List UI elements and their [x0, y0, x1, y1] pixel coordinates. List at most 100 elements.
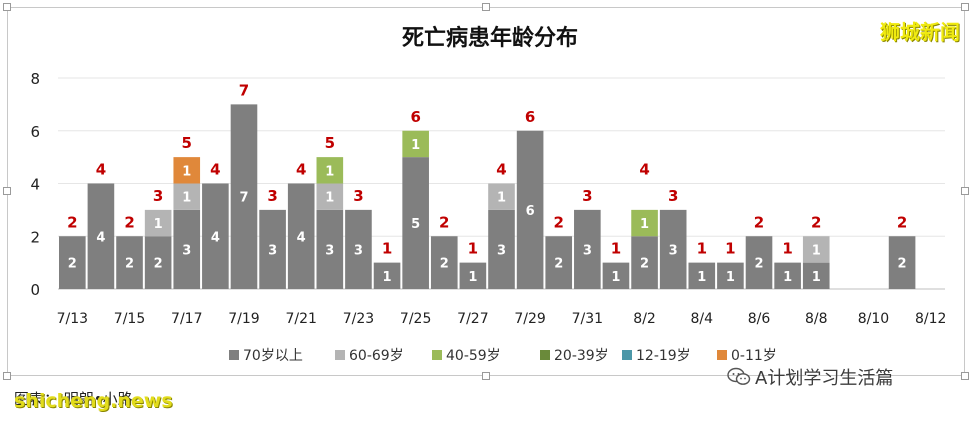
total-value-label: 1	[382, 240, 392, 258]
resize-handle-bottom[interactable]	[482, 372, 490, 380]
total-value-label: 6	[525, 108, 535, 126]
bar-segment	[774, 262, 801, 289]
bar-segment	[230, 104, 258, 289]
total-value-label: 3	[668, 187, 678, 205]
bar-segment	[316, 157, 344, 184]
legend-swatch	[229, 350, 239, 360]
resize-handle-top[interactable]	[482, 3, 490, 11]
bar-segment	[87, 183, 115, 289]
segment-value-label: 1	[726, 270, 735, 285]
segment-value-label: 4	[297, 230, 306, 245]
segment-value-label: 7	[239, 191, 248, 206]
segment-value-label: 1	[812, 270, 821, 285]
total-value-label: 1	[468, 240, 478, 258]
segment-value-label: 2	[68, 257, 77, 272]
brand-watermark: 狮城新闻	[880, 20, 960, 44]
bar-segment	[802, 236, 830, 263]
total-value-label: 2	[124, 213, 134, 231]
total-value-label: 4	[496, 161, 506, 179]
resize-handle-left[interactable]	[3, 187, 11, 195]
bar-segment	[202, 183, 229, 289]
bar-segment	[602, 262, 630, 289]
x-tick-label: 7/19	[228, 311, 259, 327]
segment-value-label: 2	[440, 257, 449, 272]
bar-segment	[631, 236, 658, 289]
resize-handle-bottom-right[interactable]	[961, 372, 969, 380]
bar-segment	[144, 209, 172, 237]
segment-value-label: 1	[325, 191, 334, 206]
x-tick-label: 7/23	[343, 311, 374, 327]
segment-value-label: 2	[640, 257, 649, 272]
x-tick-label: 7/15	[114, 311, 145, 327]
x-tick-label: 7/27	[457, 311, 488, 327]
segment-value-label: 2	[125, 257, 134, 272]
resize-handle-top-right[interactable]	[961, 3, 969, 11]
y-axis-ticks: 0 2 4 6 8	[30, 70, 40, 299]
bar-segment	[545, 236, 573, 289]
total-value-label: 5	[325, 134, 335, 152]
total-value-label: 1	[611, 240, 621, 258]
y-tick-label: 8	[30, 70, 40, 88]
legend-swatch	[717, 350, 727, 360]
total-value-label: 5	[182, 134, 192, 152]
y-tick-label: 2	[30, 228, 40, 246]
bar-segment	[173, 209, 201, 289]
resize-handle-right[interactable]	[961, 187, 969, 195]
bars	[59, 104, 916, 289]
wechat-icon	[727, 367, 751, 385]
segment-value-label: 1	[783, 270, 792, 285]
bar-segment	[459, 262, 487, 289]
x-tick-label: 8/2	[633, 311, 656, 327]
resize-handle-top-left[interactable]	[3, 3, 11, 11]
bar-segment	[488, 209, 515, 289]
bar-segment	[688, 262, 716, 289]
total-value-label: 1	[697, 240, 707, 258]
total-value-label: 4	[96, 161, 106, 179]
segment-value-label: 4	[211, 230, 220, 245]
legend-label: 60-69岁	[349, 348, 404, 364]
x-tick-label: 7/25	[400, 311, 431, 327]
segment-value-label: 3	[268, 243, 277, 258]
segment-value-label: 3	[497, 243, 506, 258]
total-value-label: 1	[725, 240, 735, 258]
segment-value-label: 2	[554, 257, 563, 272]
segment-value-label: 1	[812, 243, 821, 258]
segment-value-label: 3	[583, 243, 592, 258]
caption-text: 图表： 明朗•小路	[14, 390, 133, 408]
bar-segment	[316, 209, 344, 289]
bar-segment	[430, 236, 458, 289]
bar-segment	[574, 209, 601, 289]
segment-value-label: 1	[611, 270, 620, 285]
legend-label: 12-19岁	[636, 348, 691, 364]
total-value-label: 2	[897, 213, 907, 231]
total-value-label: 3	[267, 187, 277, 205]
legend-label: 20-39岁	[554, 348, 609, 364]
x-tick-label: 7/13	[57, 311, 88, 327]
total-value-label: 3	[353, 187, 363, 205]
x-tick-label: 7/17	[171, 311, 202, 327]
bar-segment	[631, 209, 658, 237]
segment-value-label: 3	[669, 243, 678, 258]
x-tick-label: 7/29	[514, 311, 545, 327]
segment-value-label: 6	[526, 204, 535, 219]
site-watermark: shicheng.news	[14, 390, 173, 412]
chart-frame	[7, 7, 965, 376]
segment-value-label: 1	[182, 191, 191, 206]
bar-segment	[259, 209, 286, 289]
bar-segment	[745, 236, 773, 289]
total-value-label: 2	[67, 213, 77, 231]
bar-segment	[287, 183, 315, 289]
total-value-label: 7	[239, 81, 249, 99]
resize-handle-bottom-left[interactable]	[3, 372, 11, 380]
x-tick-label: 8/10	[858, 311, 889, 327]
segment-value-label: 5	[411, 217, 420, 232]
segment-value-label: 1	[640, 217, 649, 232]
wechat-account-label: A计划学习生活篇	[755, 368, 894, 389]
bar-segment	[717, 262, 744, 289]
segment-value-label: 1	[182, 164, 191, 179]
bar-segment	[345, 209, 372, 289]
segment-value-label: 1	[697, 270, 706, 285]
y-tick-label: 6	[30, 123, 40, 141]
